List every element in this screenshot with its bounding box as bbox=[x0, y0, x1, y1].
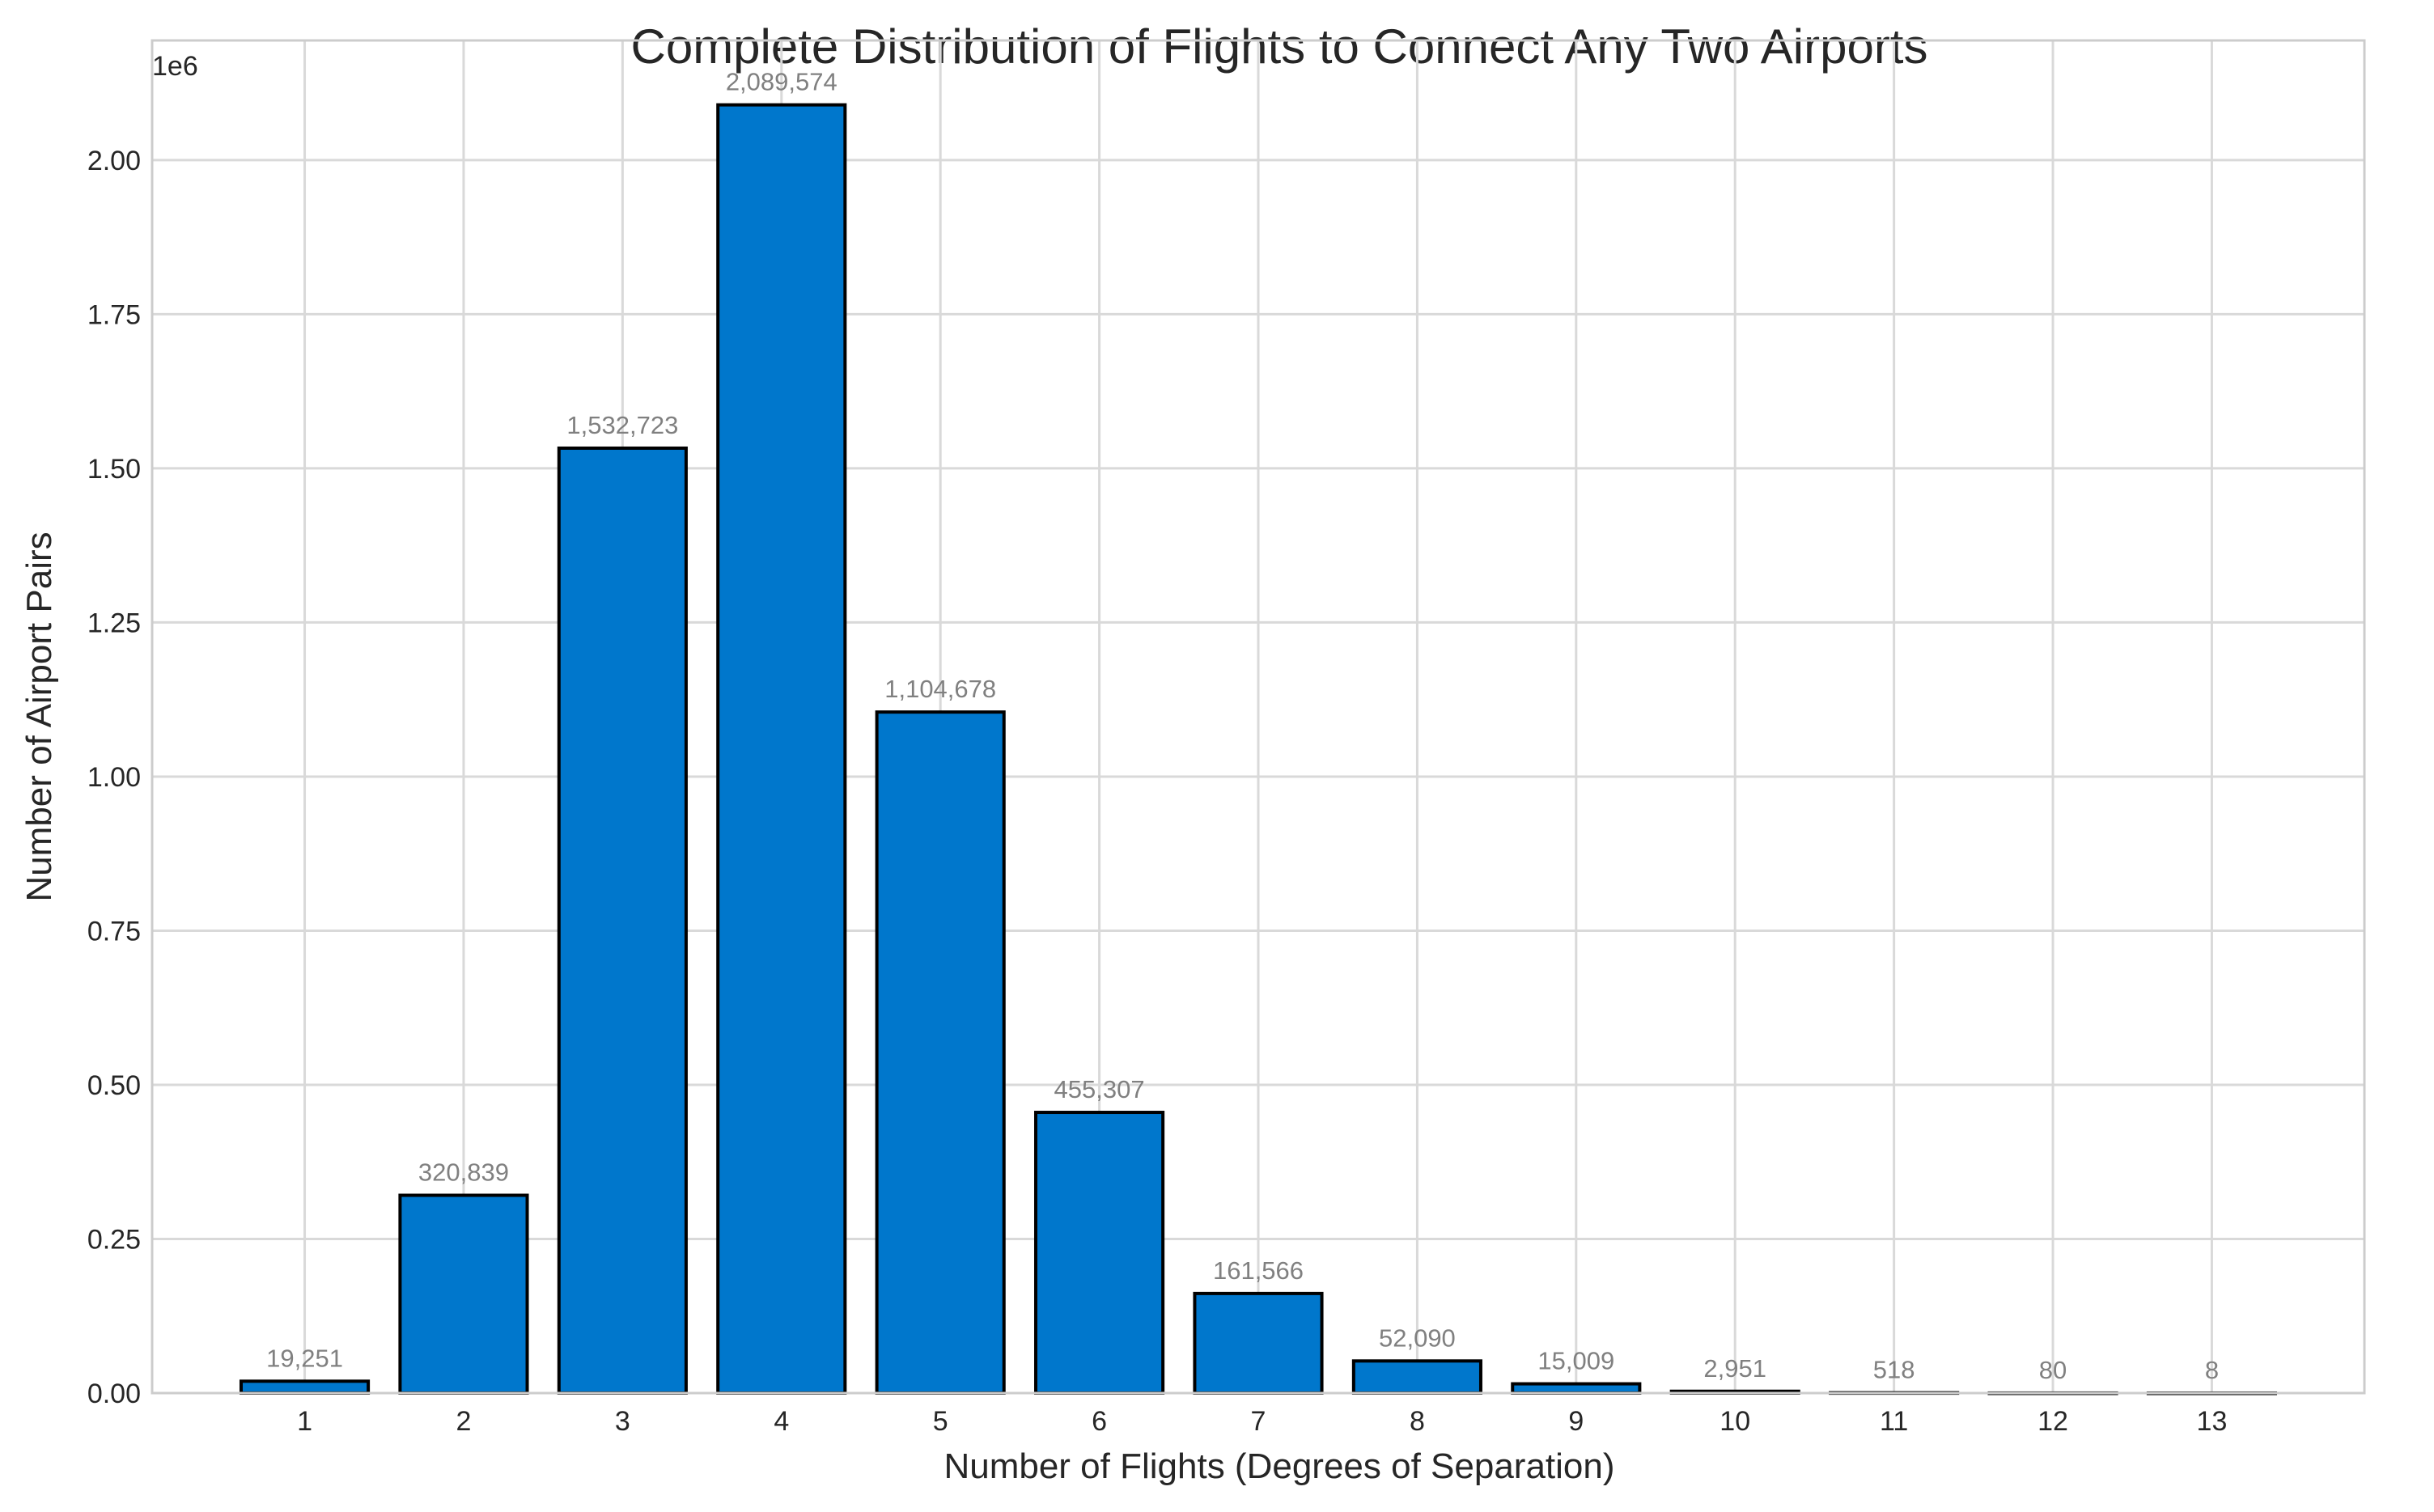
bar-value-label: 80 bbox=[2039, 1356, 2067, 1384]
bar bbox=[239, 1379, 371, 1396]
chart-title: Complete Distribution of Flights to Conn… bbox=[631, 19, 1928, 74]
bar bbox=[1034, 1111, 1165, 1396]
bar bbox=[1351, 1359, 1482, 1396]
y-tick-label: 2.00 bbox=[87, 146, 141, 176]
x-tick-label: 7 bbox=[1251, 1406, 1266, 1437]
x-tick-label: 10 bbox=[1719, 1406, 1750, 1437]
bar-value-label: 518 bbox=[1873, 1356, 1915, 1384]
bar-value-label: 19,251 bbox=[266, 1344, 343, 1372]
x-tick-label: 4 bbox=[774, 1406, 789, 1437]
bar bbox=[557, 446, 688, 1395]
bar bbox=[875, 710, 1006, 1395]
tick-labels: 0.000.250.500.751.001.251.501.752.001 2 3 4… bbox=[87, 146, 2228, 1437]
y-tick-label: 1.25 bbox=[87, 608, 141, 638]
bar-value-label: 52,090 bbox=[1379, 1324, 1456, 1352]
bar bbox=[1511, 1382, 1642, 1396]
bar-value-label: 1,532,723 bbox=[566, 411, 678, 439]
x-tick-label: 13 bbox=[2197, 1406, 2228, 1437]
x-tick-label: 2 bbox=[456, 1406, 471, 1437]
y-tick-label: 1.00 bbox=[87, 762, 141, 793]
x-tick-label: 9 bbox=[1568, 1406, 1584, 1437]
x-axis-label: Number of Flights (Degrees of Separation… bbox=[943, 1446, 1614, 1486]
bar-value-label: 2,089,574 bbox=[726, 68, 837, 96]
bar bbox=[716, 103, 847, 1395]
bar-value-label: 320,839 bbox=[418, 1158, 509, 1187]
grid-lines bbox=[152, 40, 2364, 1395]
value-labels: 19,251 320,839 1,532,723 2,089,574 1,104,678… bbox=[266, 68, 2219, 1384]
bar-value-label: 1,104,678 bbox=[884, 675, 996, 703]
bar bbox=[398, 1193, 529, 1396]
y-axis-label: Number of Airport Pairs bbox=[19, 532, 59, 901]
x-tick-label: 8 bbox=[1410, 1406, 1425, 1437]
bar-value-label: 161,566 bbox=[1213, 1256, 1304, 1285]
y-tick-label: 0.25 bbox=[87, 1224, 141, 1255]
y-tick-label: 0.50 bbox=[87, 1070, 141, 1101]
bar-value-label: 15,009 bbox=[1537, 1347, 1614, 1375]
x-tick-label: 5 bbox=[933, 1406, 948, 1437]
y-tick-label: 0.75 bbox=[87, 916, 141, 947]
x-tick-label: 3 bbox=[615, 1406, 630, 1437]
bar-value-label: 8 bbox=[2205, 1356, 2219, 1384]
x-tick-label: 11 bbox=[1880, 1406, 1908, 1437]
y-offset-label: 1e6 bbox=[152, 51, 198, 82]
bar bbox=[1193, 1291, 1324, 1396]
bar-value-label: 455,307 bbox=[1054, 1075, 1145, 1103]
x-tick-label: 12 bbox=[2038, 1406, 2068, 1437]
x-tick-label: 6 bbox=[1092, 1406, 1107, 1437]
x-tick-label: 1 bbox=[297, 1406, 312, 1437]
y-tick-label: 0.00 bbox=[87, 1379, 141, 1409]
y-tick-label: 1.50 bbox=[87, 454, 141, 485]
y-tick-label: 1.75 bbox=[87, 299, 141, 330]
bar-value-label: 2,951 bbox=[1703, 1354, 1766, 1383]
plot-frame bbox=[151, 39, 2366, 1395]
